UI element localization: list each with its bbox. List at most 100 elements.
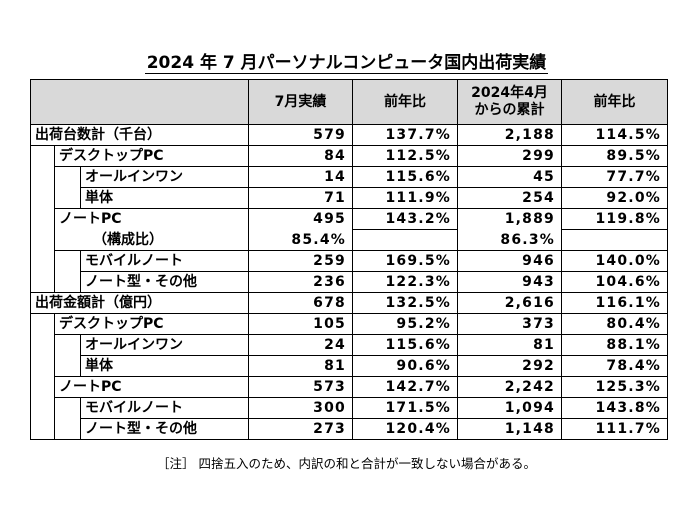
cell-monthly: 495 bbox=[248, 208, 353, 230]
cell-yoy bbox=[352, 229, 458, 251]
cell-cumulative: 45 bbox=[457, 166, 562, 188]
cell-cumulative: 1,094 bbox=[457, 397, 562, 419]
indent-cell bbox=[30, 397, 55, 419]
cell-yoy-cumulative: 104.6% bbox=[561, 271, 668, 293]
indent-cell bbox=[54, 355, 81, 377]
cell-yoy-cumulative: 77.7% bbox=[561, 166, 668, 188]
indent-cell bbox=[30, 229, 55, 251]
row-label: ノート型・その他 bbox=[80, 271, 249, 293]
indent-cell bbox=[54, 187, 81, 209]
cell-yoy-cumulative: 80.4% bbox=[561, 313, 668, 335]
cell-yoy-cumulative: 114.5% bbox=[561, 124, 668, 146]
cell-yoy: 115.6% bbox=[352, 166, 458, 188]
cell-monthly: 81 bbox=[248, 355, 353, 377]
cell-monthly: 579 bbox=[248, 124, 353, 146]
cell-yoy: 95.2% bbox=[352, 313, 458, 335]
cell-monthly: 236 bbox=[248, 271, 353, 293]
header-yoy-cumulative: 前年比 bbox=[561, 79, 668, 125]
row-label: モバイルノート bbox=[80, 397, 249, 419]
cell-yoy: 90.6% bbox=[352, 355, 458, 377]
cell-monthly: 105 bbox=[248, 313, 353, 335]
row-label: ノート型・その他 bbox=[80, 418, 249, 440]
indent-cell bbox=[30, 208, 55, 230]
table-row: ノートPC 495 143.2% 1,889 119.8% bbox=[30, 208, 668, 230]
cell-yoy: 112.5% bbox=[352, 145, 458, 167]
title-text: 2024 年 7 月パーソナルコンピュータ国内出荷実績 bbox=[144, 53, 549, 74]
cell-cumulative: 1,889 bbox=[457, 208, 562, 230]
table-row: モバイルノート 259 169.5% 946 140.0% bbox=[30, 250, 668, 272]
cell-yoy: 120.4% bbox=[352, 418, 458, 440]
table-row: デスクトップPC 105 95.2% 373 80.4% bbox=[30, 313, 668, 335]
indent-cell bbox=[30, 250, 55, 272]
table-row: デスクトップPC 84 112.5% 299 89.5% bbox=[30, 145, 668, 167]
cell-yoy: 122.3% bbox=[352, 271, 458, 293]
cell-monthly: 24 bbox=[248, 334, 353, 356]
cell-yoy-cumulative: 116.1% bbox=[561, 292, 668, 314]
indent-cell bbox=[30, 145, 55, 167]
table-row: モバイルノート 300 171.5% 1,094 143.8% bbox=[30, 397, 668, 419]
cell-yoy-cumulative: 89.5% bbox=[561, 145, 668, 167]
cell-cumulative: 2,188 bbox=[457, 124, 562, 146]
header-cumulative-line1: 2024年4月 bbox=[471, 85, 548, 101]
header-blank-cell bbox=[30, 79, 249, 125]
cell-yoy-cumulative: 119.8% bbox=[561, 208, 668, 230]
table-row: （構成比） 85.4% 86.3% bbox=[30, 229, 668, 251]
cell-yoy-cumulative: 140.0% bbox=[561, 250, 668, 272]
cell-yoy: 143.2% bbox=[352, 208, 458, 230]
indent-cell bbox=[30, 334, 55, 356]
cell-yoy: 142.7% bbox=[352, 376, 458, 398]
cell-yoy-cumulative: 92.0% bbox=[561, 187, 668, 209]
cell-monthly: 71 bbox=[248, 187, 353, 209]
cell-monthly: 84 bbox=[248, 145, 353, 167]
header-cumulative: 2024年4月 からの累計 bbox=[457, 79, 562, 125]
table-row: 単体 81 90.6% 292 78.4% bbox=[30, 355, 668, 377]
cell-monthly: 85.4% bbox=[248, 229, 353, 251]
footnote: ［注］ 四捨五入のため、内訳の和と合計が一致しない場合がある。 bbox=[157, 456, 536, 471]
header-row: 7月実績 前年比 2024年4月 からの累計 前年比 bbox=[30, 79, 668, 125]
cell-cumulative: 1,148 bbox=[457, 418, 562, 440]
cell-yoy-cumulative: 111.7% bbox=[561, 418, 668, 440]
indent-cell bbox=[54, 418, 81, 440]
row-label: ノートPC bbox=[54, 208, 249, 230]
cell-monthly: 14 bbox=[248, 166, 353, 188]
cell-monthly: 259 bbox=[248, 250, 353, 272]
indent-cell bbox=[30, 376, 55, 398]
row-label: （構成比） bbox=[54, 229, 249, 251]
cell-yoy-cumulative: 78.4% bbox=[561, 355, 668, 377]
cell-cumulative: 2,616 bbox=[457, 292, 562, 314]
cell-monthly: 678 bbox=[248, 292, 353, 314]
indent-cell bbox=[30, 355, 55, 377]
page-title: 2024 年 7 月パーソナルコンピュータ国内出荷実績 bbox=[0, 52, 693, 74]
header-yoy-monthly: 前年比 bbox=[352, 79, 458, 125]
row-label: モバイルノート bbox=[80, 250, 249, 272]
cell-cumulative: 946 bbox=[457, 250, 562, 272]
table-row: オールインワン 24 115.6% 81 88.1% bbox=[30, 334, 668, 356]
cell-yoy: 169.5% bbox=[352, 250, 458, 272]
row-label: オールインワン bbox=[80, 334, 249, 356]
cell-yoy: 115.6% bbox=[352, 334, 458, 356]
indent-cell bbox=[54, 397, 81, 419]
table-row: ノート型・その他 273 120.4% 1,148 111.7% bbox=[30, 418, 668, 440]
table-row: 出荷金額計（億円） 678 132.5% 2,616 116.1% bbox=[30, 292, 668, 314]
cell-cumulative: 2,242 bbox=[457, 376, 562, 398]
cell-yoy-cumulative: 143.8% bbox=[561, 397, 668, 419]
cell-cumulative: 86.3% bbox=[457, 229, 562, 251]
row-label: 単体 bbox=[80, 355, 249, 377]
indent-cell bbox=[30, 271, 55, 293]
row-label: ノートPC bbox=[54, 376, 249, 398]
indent-cell bbox=[54, 250, 81, 272]
table-row: ノート型・その他 236 122.3% 943 104.6% bbox=[30, 271, 668, 293]
cell-cumulative: 373 bbox=[457, 313, 562, 335]
indent-cell bbox=[54, 166, 81, 188]
cell-cumulative: 292 bbox=[457, 355, 562, 377]
cell-cumulative: 254 bbox=[457, 187, 562, 209]
header-monthly: 7月実績 bbox=[248, 79, 353, 125]
row-label: 出荷台数計（千台） bbox=[30, 124, 249, 146]
cell-yoy-cumulative bbox=[561, 229, 668, 251]
cell-monthly: 300 bbox=[248, 397, 353, 419]
indent-cell bbox=[54, 334, 81, 356]
cell-yoy: 111.9% bbox=[352, 187, 458, 209]
table-row: ノートPC 573 142.7% 2,242 125.3% bbox=[30, 376, 668, 398]
indent-cell bbox=[30, 166, 55, 188]
indent-cell bbox=[30, 418, 55, 440]
